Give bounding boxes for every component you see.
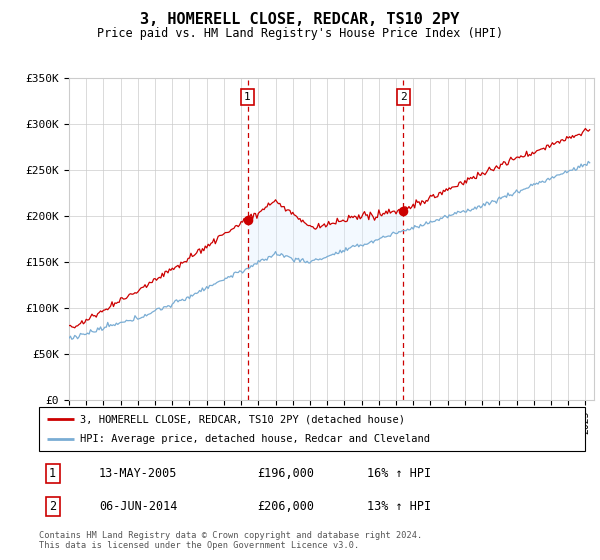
Text: 2: 2 [400,92,407,102]
Text: 13-MAY-2005: 13-MAY-2005 [99,467,178,480]
Text: Contains HM Land Registry data © Crown copyright and database right 2024.
This d: Contains HM Land Registry data © Crown c… [39,531,422,550]
Point [242,216,253,225]
Text: 3, HOMERELL CLOSE, REDCAR, TS10 2PY: 3, HOMERELL CLOSE, REDCAR, TS10 2PY [140,12,460,27]
Text: HPI: Average price, detached house, Redcar and Cleveland: HPI: Average price, detached house, Redc… [80,434,430,444]
Text: 2: 2 [49,500,56,513]
Text: Price paid vs. HM Land Registry's House Price Index (HPI): Price paid vs. HM Land Registry's House … [97,27,503,40]
Text: 1: 1 [244,92,251,102]
Text: 16% ↑ HPI: 16% ↑ HPI [367,467,431,480]
Text: 3, HOMERELL CLOSE, REDCAR, TS10 2PY (detached house): 3, HOMERELL CLOSE, REDCAR, TS10 2PY (det… [80,414,405,424]
Point [398,207,408,216]
Text: £196,000: £196,000 [257,467,314,480]
Text: 13% ↑ HPI: 13% ↑ HPI [367,500,431,513]
Text: £206,000: £206,000 [257,500,314,513]
Text: 06-JUN-2014: 06-JUN-2014 [99,500,178,513]
Text: 1: 1 [49,467,56,480]
